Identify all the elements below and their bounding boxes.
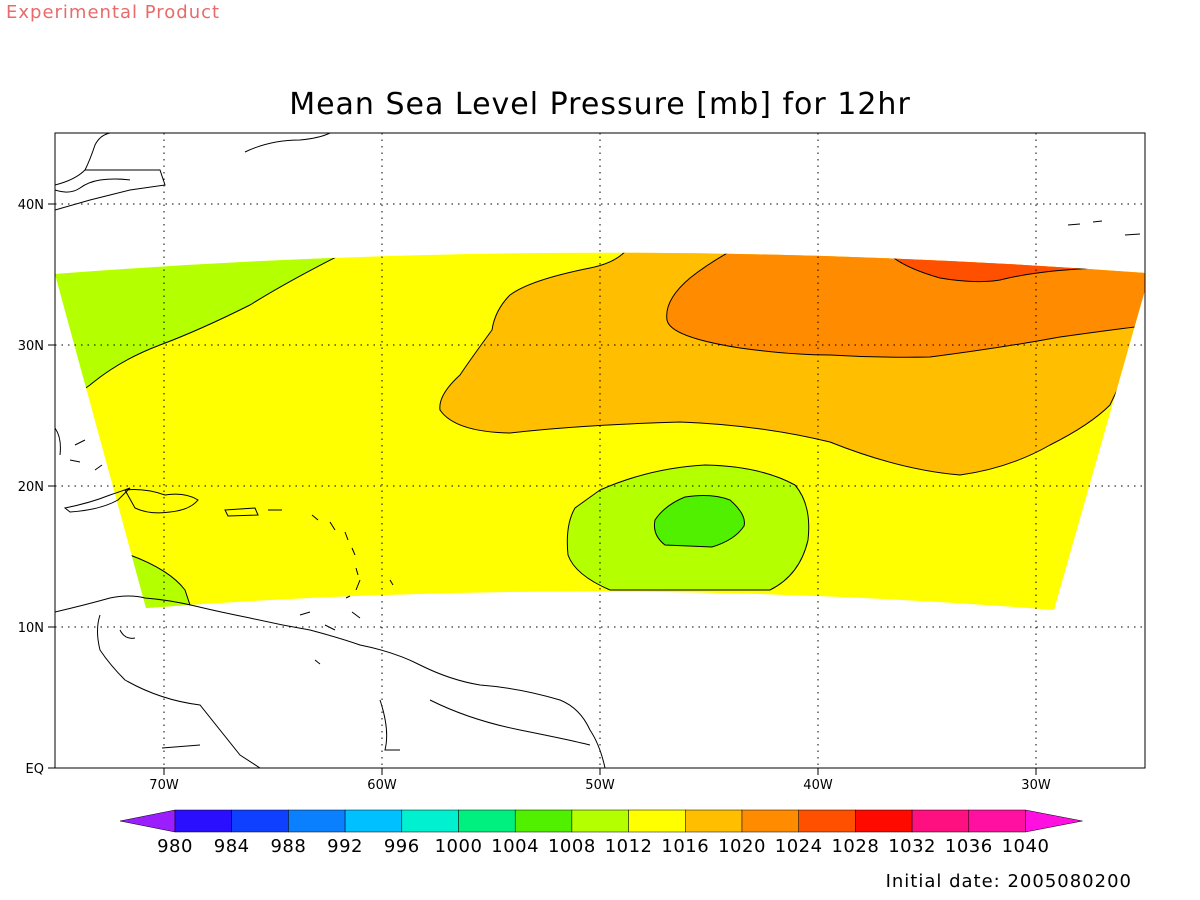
- colorbar-level-label: 984: [214, 836, 250, 857]
- colorbar-level-label: 1012: [605, 836, 653, 857]
- experimental-product-label: Experimental Product: [6, 2, 221, 23]
- colorbar-level-label: 1016: [661, 836, 709, 857]
- region-sw-1008: [129, 554, 196, 610]
- map-panel: 70W 60W 50W 40W 30W 40N 30N 20N 10N EQ: [18, 132, 1146, 793]
- colorbar-level-label: 1032: [888, 836, 936, 857]
- colorbar-level-label: 1040: [1002, 836, 1050, 857]
- colorbar-swatch: [741, 809, 799, 833]
- colorbar-level-label: 1024: [775, 836, 823, 857]
- y-tick-label: 20N: [18, 480, 44, 495]
- colorbar-swatch: [231, 809, 289, 833]
- colorbar-swatch: [685, 809, 743, 833]
- colorbar-swatch: [628, 809, 686, 833]
- colorbar-level-label: 1020: [718, 836, 766, 857]
- region-low-1004: [654, 495, 745, 548]
- colorbar-level-label: 1036: [945, 836, 993, 857]
- colorbar-swatch: [288, 809, 346, 833]
- y-tick-label: 10N: [18, 621, 44, 636]
- colorbar-swatch: [344, 809, 403, 833]
- colorbar-swatch: [174, 809, 232, 833]
- coastlines: [55, 133, 1141, 768]
- colorbar-level-label: 1028: [831, 836, 879, 857]
- colorbar-arrow-left: [119, 809, 176, 833]
- colorbar-level-label: 992: [327, 836, 363, 857]
- colorbar-swatch: [571, 809, 629, 833]
- colorbar-labels: 980 984 988 992 996 1000 1004 1008 1012 1016 1020 1…: [157, 836, 1049, 857]
- colorbar-level-label: 980: [157, 836, 193, 857]
- y-tick-label: EQ: [26, 762, 44, 777]
- colorbar-level-label: 988: [270, 836, 306, 857]
- initial-date: Initial date: 2005080200: [886, 871, 1132, 892]
- colorbar-swatches: [119, 809, 1083, 833]
- colorbar-swatch: [458, 809, 516, 833]
- colorbar-swatch: [401, 809, 459, 833]
- x-tick-label: 60W: [367, 778, 397, 793]
- colorbar-swatch: [968, 809, 1026, 833]
- tick-marks: [48, 203, 1037, 775]
- pressure-regions: [55, 252, 1145, 610]
- x-tick-label: 50W: [585, 778, 615, 793]
- x-tick-label: 40W: [803, 778, 833, 793]
- x-tick-label: 70W: [149, 778, 179, 793]
- colorbar-swatch: [798, 809, 856, 833]
- colorbar: 980 984 988 992 996 1000 1004 1008 1012 1016 1020 1…: [119, 809, 1083, 857]
- colorbar-swatch: [855, 809, 913, 833]
- colorbar-swatch: [514, 809, 573, 833]
- colorbar-level-label: 996: [384, 836, 420, 857]
- colorbar-level-label: 1008: [548, 836, 596, 857]
- colorbar-arrow-right: [1025, 809, 1083, 833]
- x-tick-label: 30W: [1021, 778, 1051, 793]
- y-tick-label: 40N: [18, 198, 44, 213]
- map-title: Mean Sea Level Pressure [mb] for 12hr: [289, 87, 911, 122]
- colorbar-swatch: [911, 809, 970, 833]
- region-nw-1008: [55, 252, 351, 421]
- colorbar-level-label: 1000: [435, 836, 483, 857]
- y-tick-label: 30N: [18, 339, 44, 354]
- colorbar-level-label: 1004: [491, 836, 539, 857]
